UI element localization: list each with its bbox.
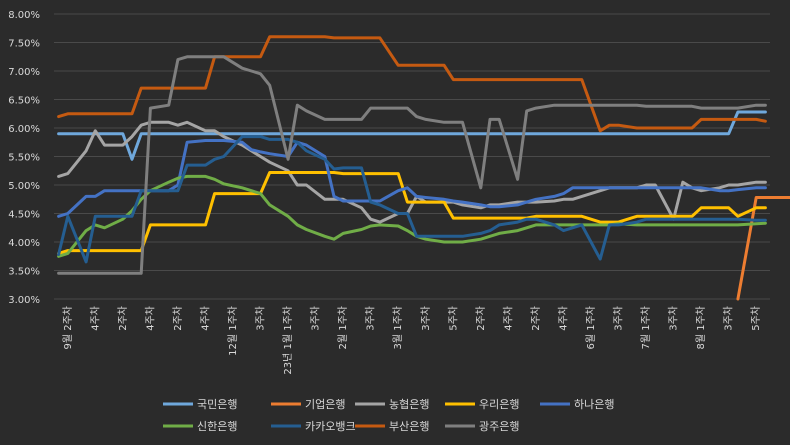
y-tick-label: 5.50% [8,153,40,164]
series-line-1 [736,196,790,301]
x-tick-label: 7월 1주차 [640,306,652,350]
series-line-2 [57,120,767,224]
x-tick-label: 4주차 [199,306,211,331]
x-tick-label: 12월 1주차 [227,306,239,356]
legend-label: 기업은행 [305,398,345,411]
y-tick-label: 6.00% [8,124,40,135]
series-line-0 [57,110,767,161]
series-line-6 [57,135,767,264]
x-axis-tick-labels: 9월 2주차 4주차 2주차 4주차 2주차 4주차 12월 1주차 3주차 23년 1월 1주… [62,306,762,375]
x-tick-label: 23년 1월 1주차 [282,306,294,375]
x-tick-label: 5주차 [447,306,459,331]
x-tick-label: 6월 1주차 [585,306,597,350]
x-tick-label: 2주차 [172,306,184,331]
x-tick-label: 5주차 [750,306,762,331]
legend-label: 카카오뱅크 [305,420,356,433]
x-tick-label: 2주차 [475,306,487,331]
legend-label: 국민은행 [197,398,237,411]
y-tick-label: 4.00% [8,238,40,249]
series-line-5 [57,174,767,258]
x-tick-label: 2월 1주차 [337,306,349,350]
y-tick-label: 4.50% [8,210,40,221]
y-tick-label: 3.00% [8,295,40,306]
x-tick-label: 3주차 [420,306,432,331]
y-tick-label: 7.50% [8,39,40,50]
series-line-3 [57,171,767,255]
y-tick-label: 5.00% [8,181,40,192]
legend-label: 하나은행 [574,397,614,411]
x-tick-label: 2주차 [530,306,542,331]
legend-label: 농협은행 [389,398,429,411]
x-tick-label: 3주차 [668,306,680,331]
y-tick-label: 6.50% [8,96,40,107]
x-tick-label: 3주차 [723,306,735,331]
x-tick-label: 3주차 [613,306,625,331]
x-tick-label: 4주차 [89,306,101,331]
x-tick-label: 3주차 [365,306,377,331]
legend-label: 우리은행 [479,398,519,411]
legend-label: 부산은행 [389,420,429,433]
x-tick-label: 3월 1주차 [392,306,404,350]
y-tick-label: 3.50% [8,267,40,278]
gridlines [54,13,770,300]
x-tick-label: 3주차 [255,306,267,331]
series-line-4 [57,139,767,218]
y-axis-tick-labels: 3.00% 3.50% 4.00% 4.50% 5.00% 5.50% 6.00% 6.50%… [8,10,40,306]
series-line-8 [57,55,767,275]
y-tick-label: 8.00% [8,10,40,21]
series-lines [57,35,790,301]
x-tick-label: 9월 2주차 [62,306,74,350]
x-tick-label: 4주차 [502,306,514,331]
x-tick-label: 4주차 [144,306,156,331]
y-tick-label: 7.00% [8,67,40,78]
legend-label: 신한은행 [197,420,237,433]
x-tick-label: 2주차 [117,306,129,331]
series-line-7 [57,35,767,133]
legend-label: 광주은행 [479,420,519,433]
x-tick-label: 4주차 [557,306,569,331]
x-tick-label: 8월 1주차 [695,306,707,350]
x-tick-label: 3주차 [310,306,322,331]
